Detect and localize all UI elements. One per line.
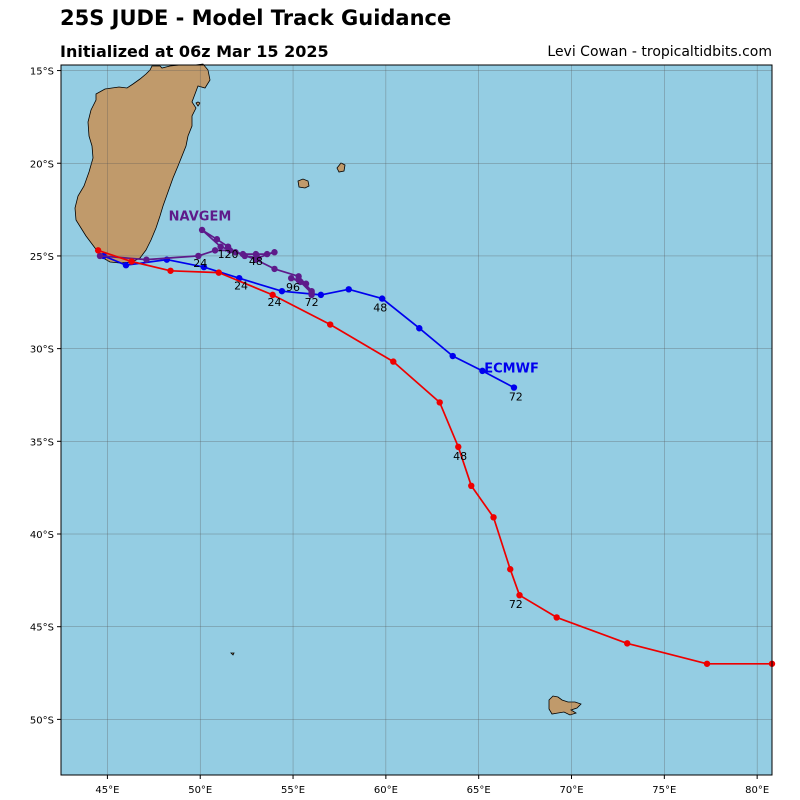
forecast-hour-label: 96 — [286, 281, 300, 294]
forecast-hour-label: 24 — [193, 257, 207, 270]
ocean-background — [61, 65, 772, 775]
x-tick-label: 75°E — [652, 785, 676, 796]
track-point-unnamed — [94, 247, 102, 254]
track-point-unnamed — [468, 482, 475, 490]
track-point-ecmwf — [122, 262, 130, 269]
track-point-navgem — [217, 243, 224, 250]
y-tick-label: 50°S — [30, 715, 54, 726]
model-name-label: NAVGEM — [169, 210, 232, 225]
y-tick-label: 15°S — [30, 67, 54, 78]
track-point-unnamed — [215, 269, 222, 276]
track-point-ecmwf — [449, 352, 456, 360]
chart-title: 25S JUDE - Model Track Guidance — [60, 6, 452, 30]
forecast-hour-label: 48 — [453, 450, 467, 463]
track-point-ecmwf — [317, 291, 325, 299]
kerguelen-islands — [548, 695, 582, 716]
track-point-navgem — [143, 256, 150, 263]
track-point-navgem — [213, 236, 221, 243]
model-tracks — [94, 226, 776, 667]
crozet-island — [230, 652, 235, 656]
reunion-island — [297, 178, 310, 189]
y-tick-label: 45°S — [30, 623, 54, 634]
track-point-navgem — [302, 280, 310, 287]
chart-subtitle: Initialized at 06z Mar 15 2025 — [60, 42, 329, 61]
x-tick-label: 55°E — [281, 785, 305, 796]
track-point-navgem — [271, 265, 278, 273]
track-point-navgem — [211, 247, 219, 254]
x-tick-label: 80°E — [745, 785, 769, 796]
track-point-unnamed — [624, 640, 631, 647]
track-point-navgem — [232, 249, 239, 256]
track-point-unnamed — [167, 267, 174, 274]
track-point-unnamed — [703, 660, 711, 667]
track-point-navgem — [195, 252, 202, 260]
track-point-navgem — [287, 274, 295, 282]
track-point-unnamed — [326, 321, 334, 328]
track-point-unnamed — [553, 614, 560, 621]
track-point-ecmwf — [200, 263, 208, 271]
track-point-unnamed — [436, 399, 443, 406]
track-point-ecmwf — [278, 287, 286, 295]
forecast-hour-label: 48 — [249, 255, 263, 268]
forecast-hour-label: 72 — [305, 296, 319, 309]
gridlines — [61, 65, 772, 775]
credit-text: Levi Cowan - tropicaltidbits.com — [547, 44, 772, 60]
forecast-hour-label: 72 — [509, 598, 523, 611]
track-point-navgem — [241, 252, 248, 260]
track-point-unnamed — [128, 258, 135, 265]
track-point-unnamed — [390, 358, 397, 365]
forecast-hour-label: 72 — [509, 391, 523, 404]
y-tick-label: 35°S — [30, 437, 54, 448]
track-point-navgem — [271, 249, 278, 256]
forecast-hour-label: 48 — [373, 302, 387, 315]
track-point-unnamed — [269, 291, 276, 299]
x-tick-label: 70°E — [559, 785, 583, 796]
y-tick-label: 40°S — [30, 530, 54, 541]
track-point-unnamed — [507, 566, 514, 573]
track-point-unnamed — [490, 514, 497, 521]
track-point-navgem — [96, 252, 104, 260]
forecast-hour-label: 24 — [234, 279, 248, 292]
model-name-label: ECMWF — [484, 362, 539, 377]
x-tick-label: 50°E — [188, 785, 212, 796]
y-tick-label: 20°S — [30, 159, 54, 170]
axis-ticks: 45°E 50°E 55°E 60°E 65°E 70°E 75°E 80°E 15°S 20°S… — [30, 67, 769, 796]
y-tick-label: 25°S — [30, 252, 54, 263]
track-point-navgem — [297, 278, 304, 286]
map-frame — [60, 64, 773, 776]
x-tick-label: 65°E — [467, 785, 491, 796]
x-tick-label: 45°E — [95, 785, 119, 796]
y-tick-label: 30°S — [30, 345, 54, 356]
track-point-ecmwf — [378, 295, 386, 302]
track-point-unnamed — [516, 591, 523, 599]
track-point-navgem — [263, 250, 271, 258]
forecast-hour-label: 120 — [218, 248, 239, 261]
track-point-navgem — [198, 226, 206, 234]
track-point-ecmwf — [416, 325, 423, 332]
track-point-navgem — [224, 243, 232, 250]
mauritius-island — [336, 162, 346, 173]
track-point-ecmwf — [510, 384, 518, 391]
track-point-ecmwf — [479, 367, 486, 375]
track-point-unnamed — [455, 443, 462, 451]
track-point-navgem — [308, 289, 315, 297]
track-point-navgem — [252, 256, 260, 263]
forecast-hour-label: 24 — [267, 296, 281, 309]
x-tick-label: 60°E — [374, 785, 398, 796]
track-point-ecmwf — [345, 286, 352, 293]
